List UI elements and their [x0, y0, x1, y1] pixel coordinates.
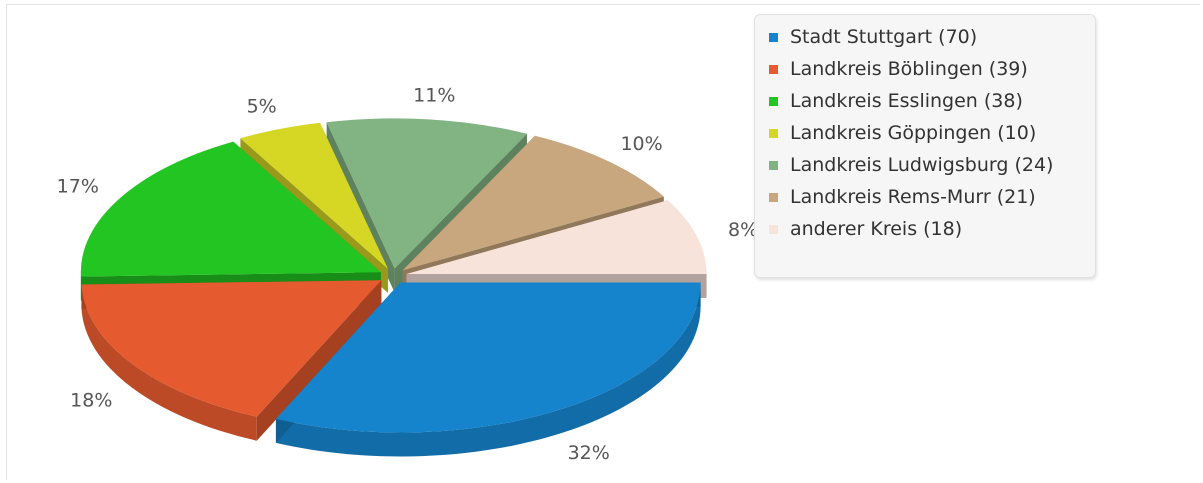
- legend-label-4: Landkreis Göppingen (10): [790, 122, 1037, 144]
- pie-slice-wall-2: [81, 284, 257, 441]
- percent-label-1: 32%: [568, 442, 610, 464]
- legend-swatch-6: [769, 193, 778, 202]
- legend-swatch-1: [769, 33, 778, 42]
- percent-label-7: 8%: [728, 219, 758, 241]
- percent-labels: 32% 18% 17% 5% 11% 10% 8%: [57, 84, 759, 463]
- pie-slice-2[interactable]: [81, 280, 382, 417]
- pie-slice-7[interactable]: [406, 200, 707, 275]
- legend-label-5: Landkreis Ludwigsburg (24): [790, 154, 1054, 176]
- legend-item-2[interactable]: Landkreis Böblingen (39): [769, 53, 1085, 85]
- pie-slice-5[interactable]: [326, 118, 527, 269]
- legend-swatch-3: [769, 97, 778, 106]
- pie-slice-1[interactable]: [275, 282, 701, 433]
- legend-label-2: Landkreis Böblingen (39): [790, 58, 1028, 80]
- legend-label-1: Stadt Stuttgart (70): [790, 26, 978, 48]
- legend-item-7[interactable]: anderer Kreis (18): [769, 213, 1085, 245]
- percent-label-3: 17%: [57, 176, 99, 198]
- legend-swatch-7: [769, 225, 778, 234]
- legend-item-4[interactable]: Landkreis Göppingen (10): [769, 117, 1085, 149]
- pie-tops: [80, 118, 707, 433]
- pie-slice-4[interactable]: [240, 122, 388, 269]
- chart-frame: [6, 4, 1200, 480]
- legend-label-7: anderer Kreis (18): [790, 218, 963, 240]
- chart-legend: Stadt Stuttgart (70) Landkreis Böblingen …: [754, 14, 1096, 278]
- pie-slice-6[interactable]: [402, 135, 664, 271]
- pie-chart: 32% 18% 17% 5% 11% 10% 8%: [57, 84, 759, 463]
- legend-item-1[interactable]: Stadt Stuttgart (70): [769, 21, 1085, 53]
- legend-item-3[interactable]: Landkreis Esslingen (38): [769, 85, 1085, 117]
- legend-label-6: Landkreis Rems-Murr (21): [790, 186, 1036, 208]
- legend-label-3: Landkreis Esslingen (38): [790, 90, 1023, 112]
- legend-item-5[interactable]: Landkreis Ludwigsburg (24): [769, 149, 1085, 181]
- percent-label-4: 5%: [247, 96, 277, 118]
- pie-slice-wall-1: [275, 282, 701, 457]
- legend-swatch-5: [769, 161, 778, 170]
- percent-label-2: 18%: [70, 389, 112, 411]
- percent-label-6: 10%: [620, 133, 662, 155]
- pie-slice-3[interactable]: [80, 141, 381, 277]
- legend-swatch-4: [769, 129, 778, 138]
- legend-swatch-2: [769, 65, 778, 74]
- legend-item-6[interactable]: Landkreis Rems-Murr (21): [769, 181, 1085, 213]
- pie-slice-cut-2-1: [256, 280, 382, 441]
- percent-label-5: 11%: [413, 84, 455, 106]
